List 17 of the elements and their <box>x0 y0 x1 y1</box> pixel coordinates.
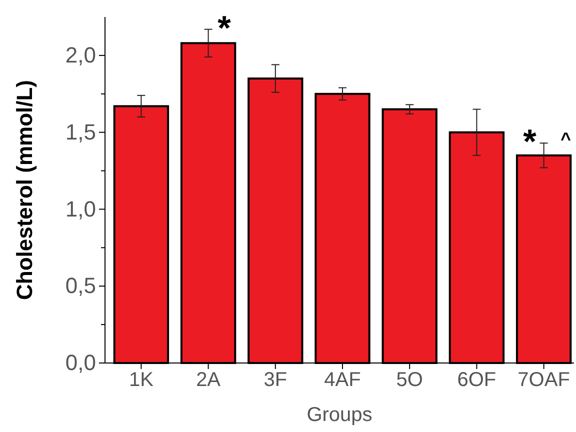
y-axis-title: Cholesterol (mmol/L) <box>12 80 37 300</box>
y-tick-label: 0,5 <box>65 273 96 298</box>
x-tick-label: 5O <box>396 369 423 392</box>
x-tick-label: 7OAF <box>518 369 570 392</box>
x-tick-label: 1K <box>128 369 154 392</box>
x-tick-label: 3F <box>264 369 288 392</box>
annotation: * <box>218 9 232 48</box>
y-tick-label: 1,0 <box>65 196 96 222</box>
annotation: ^ <box>560 129 572 150</box>
y-tick-label: 0,0 <box>65 350 96 376</box>
annotation: * <box>523 123 538 162</box>
x-tick-label: 6OF <box>457 369 496 392</box>
x-tick-label: 4AF <box>324 369 361 392</box>
x-axis-title: Groups <box>306 404 372 426</box>
y-tick-label: 2,0 <box>65 42 96 68</box>
x-tick-label: 2A <box>196 369 222 392</box>
y-tick-label: 1,5 <box>65 119 96 144</box>
